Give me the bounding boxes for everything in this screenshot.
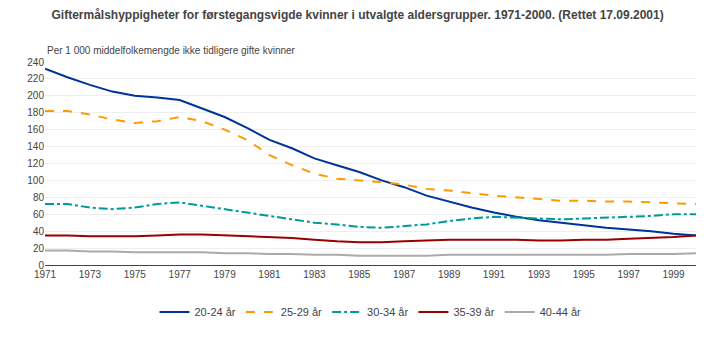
svg-text:Per 1 000 middelfolkemengde ik: Per 1 000 middelfolkemengde ikke tidlige…: [47, 45, 296, 56]
svg-text:1987: 1987: [393, 269, 416, 280]
svg-text:1985: 1985: [348, 269, 371, 280]
svg-text:160: 160: [27, 124, 44, 135]
svg-text:140: 140: [27, 141, 44, 152]
svg-text:Giftermålshyppigheter for førs: Giftermålshyppigheter for førstegangsvig…: [52, 8, 664, 22]
svg-text:80: 80: [33, 192, 45, 203]
svg-text:100: 100: [27, 175, 44, 186]
svg-text:1999: 1999: [662, 269, 685, 280]
svg-text:0: 0: [38, 260, 44, 271]
svg-text:25-29 år: 25-29 år: [281, 306, 322, 318]
svg-text:1977: 1977: [169, 269, 192, 280]
svg-text:1981: 1981: [258, 269, 281, 280]
svg-text:1997: 1997: [618, 269, 641, 280]
svg-text:20-24 år: 20-24 år: [195, 306, 236, 318]
svg-text:60: 60: [33, 209, 45, 220]
svg-text:1995: 1995: [573, 269, 596, 280]
svg-text:1979: 1979: [213, 269, 236, 280]
svg-text:1971: 1971: [34, 269, 57, 280]
svg-text:1993: 1993: [528, 269, 551, 280]
svg-text:1983: 1983: [303, 269, 326, 280]
svg-text:240: 240: [27, 57, 44, 68]
svg-text:200: 200: [27, 90, 44, 101]
svg-text:1973: 1973: [79, 269, 102, 280]
svg-text:35-39 år: 35-39 år: [453, 306, 494, 318]
svg-text:120: 120: [27, 158, 44, 169]
svg-text:40-44 år: 40-44 år: [540, 306, 581, 318]
svg-text:30-34 år: 30-34 år: [367, 306, 408, 318]
svg-text:180: 180: [27, 107, 44, 118]
svg-text:1989: 1989: [438, 269, 461, 280]
svg-text:20: 20: [33, 243, 45, 254]
svg-text:1975: 1975: [124, 269, 147, 280]
svg-text:40: 40: [33, 226, 45, 237]
svg-text:1991: 1991: [483, 269, 506, 280]
svg-text:220: 220: [27, 73, 44, 84]
